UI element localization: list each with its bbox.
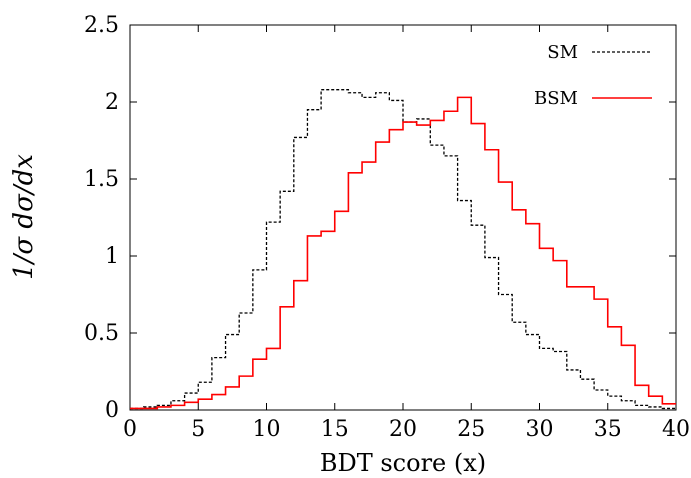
x-tick-label: 25 xyxy=(457,417,485,442)
legend-label-sm: SM xyxy=(547,42,578,63)
x-tick-label: 40 xyxy=(662,417,690,442)
series-sm-histogram xyxy=(130,89,676,410)
y-tick-label: 0 xyxy=(105,398,119,423)
x-tick-label: 30 xyxy=(526,417,554,442)
x-tick-label: 20 xyxy=(389,417,417,442)
y-tick-label: 1 xyxy=(105,244,119,269)
y-axis-title: 1/σ dσ/dx xyxy=(9,154,39,280)
y-tick-label: 2 xyxy=(105,90,119,115)
x-tick-label: 10 xyxy=(253,417,281,442)
series-bsm-histogram xyxy=(130,96,676,410)
x-axis-title: BDT score (x) xyxy=(320,449,486,477)
x-tick-label: 5 xyxy=(191,417,205,442)
x-tick-label: 0 xyxy=(123,417,137,442)
x-tick-label: 35 xyxy=(594,417,622,442)
y-tick-label: 0.5 xyxy=(84,321,119,346)
legend-label-bsm: BSM xyxy=(534,88,578,109)
tick-labels: 0 5 10 15 20 25 30 35 40 0 0.5 1 1.5 2 2.5 xyxy=(84,13,690,442)
x-tick-label: 15 xyxy=(321,417,349,442)
ticks xyxy=(129,24,677,411)
legend: SM BSM xyxy=(534,42,652,109)
plot-frame xyxy=(129,24,677,411)
y-tick-label: 2.5 xyxy=(84,13,119,38)
y-tick-label: 1.5 xyxy=(84,167,119,192)
series-group xyxy=(130,89,676,410)
